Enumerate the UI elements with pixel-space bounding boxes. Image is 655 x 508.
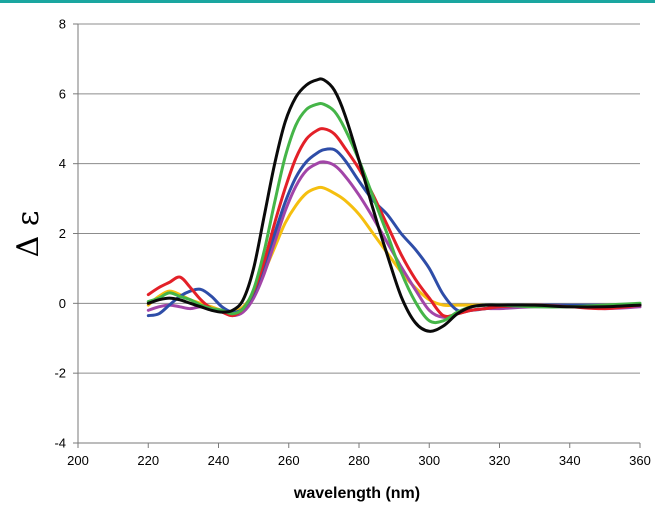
y-tick-labels: -4 -2 0 2 4 6 8 bbox=[54, 17, 66, 451]
y-axis-title: Δ ε bbox=[11, 211, 46, 258]
y-tick-label: 6 bbox=[59, 86, 66, 101]
y-tick-label: 8 bbox=[59, 17, 66, 32]
series-line-3 bbox=[146, 147, 642, 318]
x-axis-title: wavelength (nm) bbox=[293, 485, 420, 502]
y-tick-label: 0 bbox=[59, 296, 66, 311]
header-accent-bar bbox=[0, 0, 655, 3]
series-lines bbox=[146, 77, 642, 333]
x-tick-label: 240 bbox=[208, 453, 230, 468]
series-line-5 bbox=[146, 102, 642, 325]
x-tick-label: 200 bbox=[67, 453, 89, 468]
series-line-6 bbox=[146, 77, 642, 333]
y-tick-label: -4 bbox=[54, 436, 66, 451]
gridlines bbox=[78, 23, 640, 374]
x-tick-label: 220 bbox=[137, 453, 159, 468]
x-tick-label: 340 bbox=[559, 453, 581, 468]
y-tick-label: 4 bbox=[59, 156, 66, 171]
x-tick-label: 300 bbox=[418, 453, 440, 468]
x-tick-label: 360 bbox=[629, 453, 651, 468]
x-tick-label: 280 bbox=[348, 453, 370, 468]
x-tick-labels: 200 220 240 260 280 300 320 340 360 bbox=[67, 453, 651, 468]
x-tick-label: 320 bbox=[489, 453, 511, 468]
x-tick-label: 260 bbox=[278, 453, 300, 468]
y-tick-label: -2 bbox=[54, 366, 66, 381]
axes bbox=[73, 23, 641, 448]
y-tick-label: 2 bbox=[59, 226, 66, 241]
